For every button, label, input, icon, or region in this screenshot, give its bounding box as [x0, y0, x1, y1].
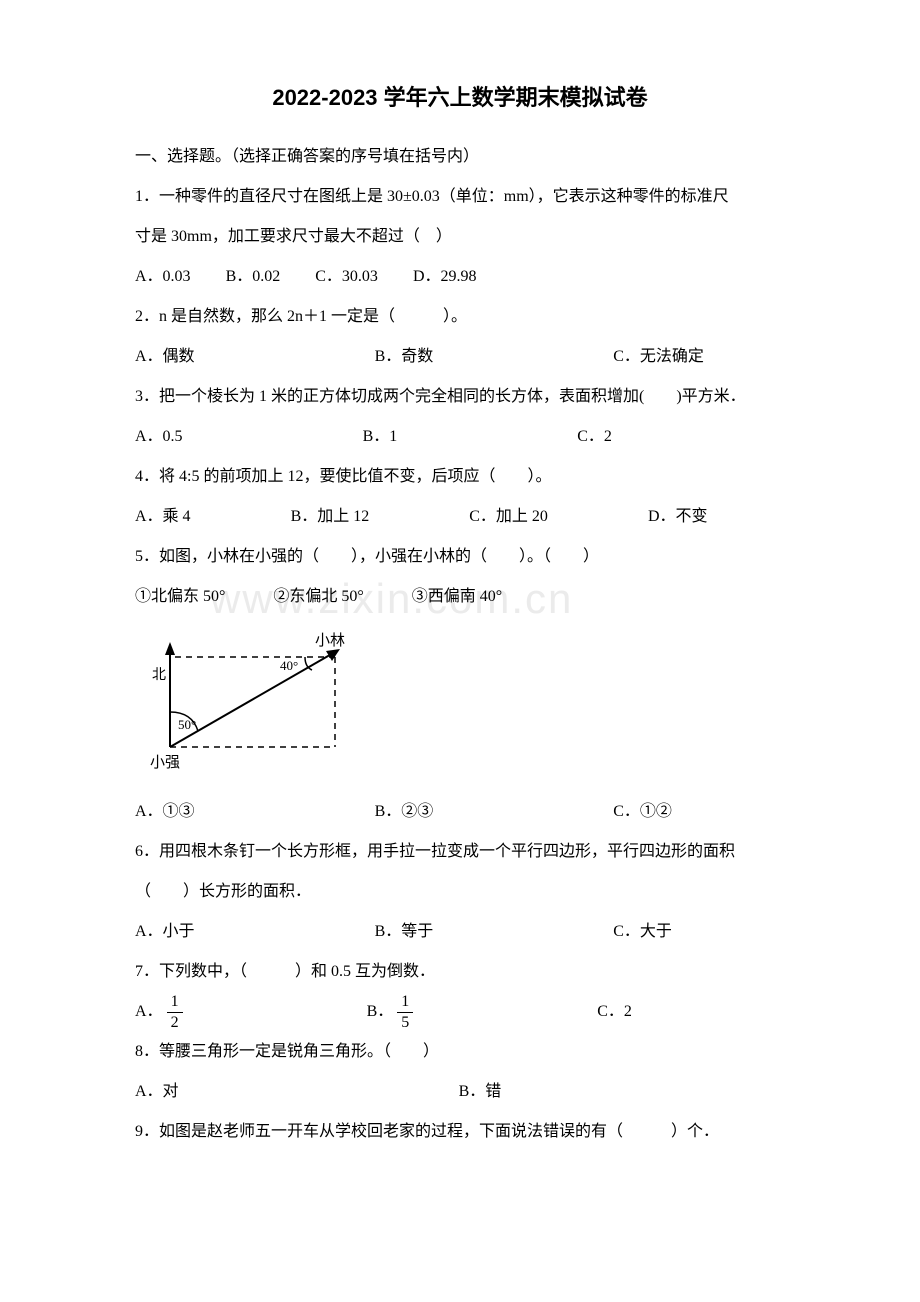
xiaolin-label: 小林	[315, 632, 345, 649]
q8-opt-b: B．错	[459, 1072, 502, 1112]
q5-opt-a: A．①③	[135, 792, 195, 832]
angle-50-label: 50°	[178, 717, 196, 732]
q4-stem: 4．将 4:5 的前项加上 12，要使比值不变，后项应（ ）。	[135, 457, 785, 497]
q1-stem-line1: 1．一种零件的直径尺寸在图纸上是 30±0.03（单位：mm），它表示这种零件的…	[135, 177, 785, 217]
q9-stem: 9．如图是赵老师五一开车从学校回老家的过程，下面说法错误的有（ ）个．	[135, 1112, 785, 1152]
q4-options: A．乘 4 B．加上 12 C．加上 20 D．不变	[135, 497, 785, 537]
q1-options: A．0.03 B．0.02 C．30.03 D．29.98	[135, 257, 785, 297]
q7-opt-b: B．15	[367, 992, 418, 1032]
q1-opt-c: C．30.03	[315, 257, 378, 297]
q6-opt-a: A．小于	[135, 912, 195, 952]
xiaoqiang-label: 小强	[150, 754, 180, 771]
q1-opt-a: A．0.03	[135, 257, 191, 297]
q4-opt-a: A．乘 4	[135, 497, 191, 537]
numerator: 1	[167, 994, 183, 1013]
q6-stem-line1: 6．用四根木条钉一个长方形框，用手拉一拉变成一个平行四边形，平行四边形的面积	[135, 832, 785, 872]
q2-opt-b: B．奇数	[375, 337, 434, 377]
q7-opt-b-prefix: B．	[367, 1003, 394, 1020]
q8-stem: 8．等腰三角形一定是锐角三角形。（ ）	[135, 1032, 785, 1072]
page-title: 2022-2023 学年六上数学期末模拟试卷	[135, 80, 785, 112]
section-header: 一、选择题。（选择正确答案的序号填在括号内）	[135, 137, 785, 177]
q1-opt-b: B．0.02	[226, 257, 281, 297]
q7-options: A．12 B．15 C．2	[135, 992, 785, 1032]
north-label: 北	[152, 667, 166, 683]
q3-opt-a: A．0.5	[135, 417, 183, 457]
q3-options: A．0.5 B．1 C．2	[135, 417, 785, 457]
q3-opt-b: B．1	[363, 417, 398, 457]
angle-40-label: 40°	[280, 658, 298, 673]
q6-opt-b: B．等于	[375, 912, 434, 952]
q2-options: A．偶数 B．奇数 C．无法确定	[135, 337, 785, 377]
q7-opt-a-prefix: A．	[135, 1003, 163, 1020]
q5-stem: 5．如图，小林在小强的（ ），小强在小林的（ ）。（ ）	[135, 537, 785, 577]
q6-options: A．小于 B．等于 C．大于	[135, 912, 785, 952]
q4-opt-d: D．不变	[648, 497, 708, 537]
q5-choices: ①北偏东 50° ②东偏北 50° ③西偏南 40°	[135, 577, 785, 617]
q8-options: A．对 B．错	[135, 1072, 785, 1112]
q6-stem-line2: （ ）长方形的面积．	[135, 872, 785, 912]
q5-opt-b: B．②③	[375, 792, 434, 832]
q5-opt-c: C．①②	[613, 792, 672, 832]
q2-stem: 2．n 是自然数，那么 2n＋1 一定是（ ）。	[135, 297, 785, 337]
q8-opt-a: A．对	[135, 1072, 179, 1112]
q1-opt-d: D．29.98	[413, 257, 477, 297]
q5-options: A．①③ B．②③ C．①②	[135, 792, 785, 832]
q7-opt-c: C．2	[597, 992, 632, 1032]
q4-opt-c: C．加上 20	[469, 497, 548, 537]
q1-stem-line2: 寸是 30mm，加工要求尺寸最大不超过（ ）	[135, 217, 785, 257]
q4-opt-b: B．加上 12	[291, 497, 370, 537]
q3-stem: 3．把一个棱长为 1 米的正方体切成两个完全相同的长方体，表面积增加( )平方米…	[135, 377, 785, 417]
q2-opt-a: A．偶数	[135, 337, 195, 377]
numerator: 1	[397, 994, 413, 1013]
q5-diagram: 北 50° 40° 小林 小强	[135, 627, 785, 782]
q7-stem: 7．下列数中，（ ）和 0.5 互为倒数．	[135, 952, 785, 992]
denominator: 5	[397, 1013, 413, 1031]
fraction-one-fifth: 15	[397, 994, 413, 1031]
q7-opt-a: A．12	[135, 992, 187, 1032]
q2-opt-c: C．无法确定	[613, 337, 704, 377]
page-content: 2022-2023 学年六上数学期末模拟试卷 一、选择题。（选择正确答案的序号填…	[135, 80, 785, 1152]
fraction-one-half: 12	[167, 994, 183, 1031]
q6-opt-c: C．大于	[613, 912, 672, 952]
denominator: 2	[167, 1013, 183, 1031]
direction-diagram-svg: 北 50° 40° 小林 小强	[140, 627, 380, 777]
q3-opt-c: C．2	[577, 417, 612, 457]
